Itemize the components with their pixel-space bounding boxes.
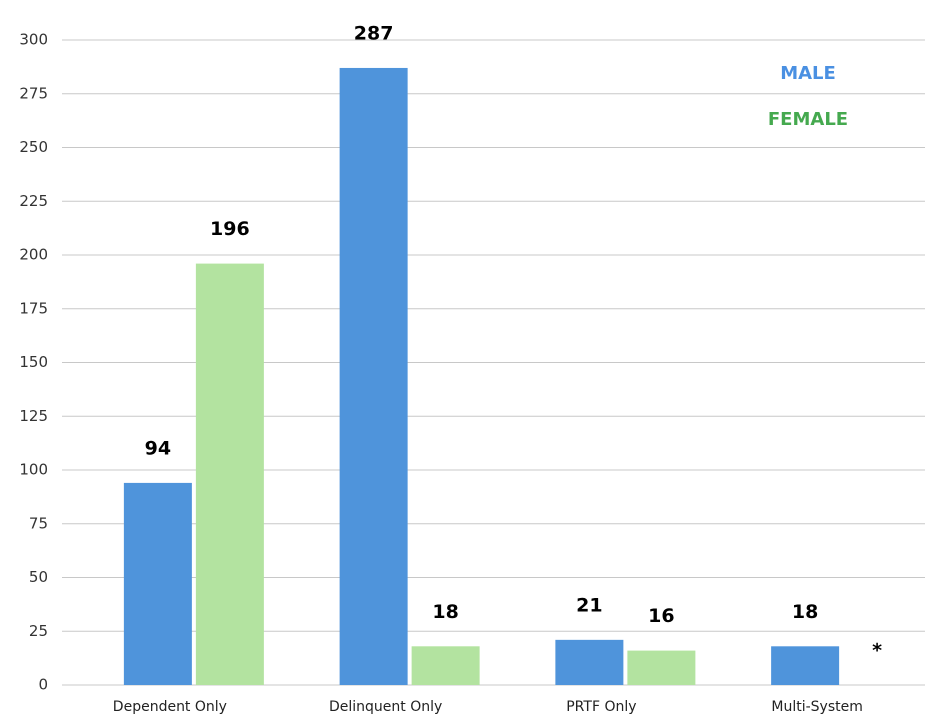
y-tick-label: 50 (29, 568, 48, 586)
value-label: 16 (648, 605, 674, 627)
y-tick-label: 125 (19, 407, 48, 425)
y-tick-label: 100 (19, 461, 48, 479)
bar (627, 650, 696, 685)
legend-label: MALE (780, 63, 836, 84)
value-label: 18 (792, 601, 818, 623)
value-label: 196 (210, 218, 250, 240)
x-tick-label: PRTF Only (566, 699, 636, 715)
bar (339, 67, 408, 685)
y-tick-label: 225 (19, 192, 48, 210)
y-tick-label: 175 (19, 299, 48, 317)
bar (195, 263, 264, 685)
legend-label: FEMALE (768, 109, 848, 130)
bar (555, 639, 624, 685)
y-tick-label: 0 (38, 676, 48, 694)
value-label: * (872, 640, 882, 662)
y-tick-label: 75 (29, 514, 48, 532)
value-label: 18 (432, 601, 458, 623)
x-tick-label: Dependent Only (113, 699, 227, 715)
y-tick-label: 200 (19, 246, 48, 264)
bar (771, 646, 840, 685)
y-tick-label: 250 (19, 138, 48, 156)
y-tick-label: 275 (19, 84, 48, 102)
x-tick-label: Delinquent Only (329, 699, 442, 715)
value-label: 94 (145, 437, 171, 459)
bar (123, 482, 192, 685)
value-label: 21 (576, 594, 602, 616)
bar (411, 646, 480, 685)
y-tick-label: 25 (29, 622, 48, 640)
value-label: 287 (354, 22, 394, 44)
y-tick-label: 300 (19, 31, 48, 49)
y-tick-label: 150 (19, 353, 48, 371)
x-tick-label: Multi-System (771, 699, 862, 715)
